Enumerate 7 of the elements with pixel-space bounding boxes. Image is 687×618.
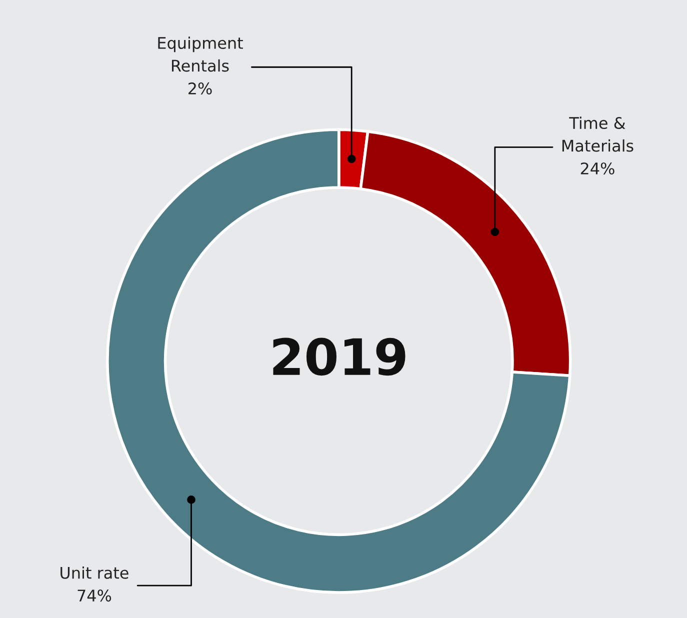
data-label: 24% bbox=[580, 162, 614, 175]
slice-label: Unit rate bbox=[60, 566, 128, 579]
data-label: 2% bbox=[188, 82, 212, 94]
data-label: 74% bbox=[78, 590, 112, 602]
slice-label: Time & Materials bbox=[562, 116, 634, 152]
slice-label: Equipment Rentals bbox=[158, 36, 243, 72]
text: 2019 bbox=[273, 338, 406, 376]
